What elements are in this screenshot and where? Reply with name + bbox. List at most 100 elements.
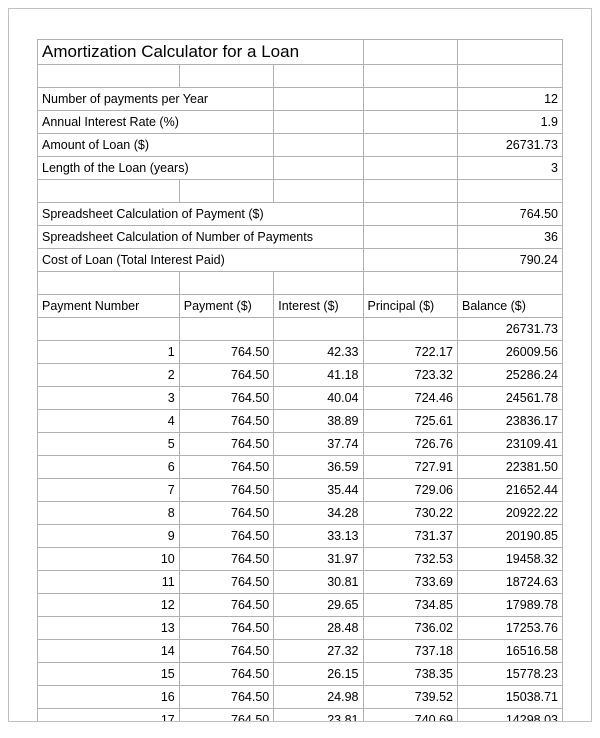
table-row: 5764.5037.74726.7623109.41: [38, 433, 563, 456]
blank-cell: [274, 134, 363, 157]
data-cell: 18724.63: [458, 571, 563, 594]
data-cell: 20190.85: [458, 525, 563, 548]
blank-cell: [363, 111, 458, 134]
data-cell: 764.50: [179, 617, 274, 640]
data-cell: 20922.22: [458, 502, 563, 525]
data-cell: 2: [38, 364, 180, 387]
data-cell: 17253.76: [458, 617, 563, 640]
title-row: Amortization Calculator for a Loan: [38, 40, 563, 65]
table-row: 10764.5031.97732.5319458.32: [38, 548, 563, 571]
data-cell: 740.69: [363, 709, 458, 723]
blank-cell: [179, 65, 274, 88]
data-cell: 764.50: [179, 525, 274, 548]
data-cell: 19458.32: [458, 548, 563, 571]
data-cell: 21652.44: [458, 479, 563, 502]
input-row: Annual Interest Rate (%) 1.9: [38, 111, 563, 134]
data-cell: 764.50: [179, 640, 274, 663]
data-cell: 28.48: [274, 617, 363, 640]
data-cell: 733.69: [363, 571, 458, 594]
data-cell: 6: [38, 456, 180, 479]
data-cell: 764.50: [179, 709, 274, 723]
initial-balance-row: 26731.73: [38, 318, 563, 341]
header-cell: Payment ($): [179, 295, 274, 318]
data-cell: 738.35: [363, 663, 458, 686]
value-cell: 12: [458, 88, 563, 111]
data-cell: 739.52: [363, 686, 458, 709]
data-cell: 764.50: [179, 594, 274, 617]
data-cell: 14: [38, 640, 180, 663]
blank-cell: [363, 65, 458, 88]
data-cell: 35.44: [274, 479, 363, 502]
table-row: 12764.5029.65734.8517989.78: [38, 594, 563, 617]
data-cell: 26.15: [274, 663, 363, 686]
table-row: 14764.5027.32737.1816516.58: [38, 640, 563, 663]
data-cell: 5: [38, 433, 180, 456]
data-cell: 41.18: [274, 364, 363, 387]
data-cell: 15778.23: [458, 663, 563, 686]
data-cell: 724.46: [363, 387, 458, 410]
value-cell: 36: [458, 226, 563, 249]
data-cell: 764.50: [179, 433, 274, 456]
blank-cell: [363, 134, 458, 157]
calc-row: Spreadsheet Calculation of Number of Pay…: [38, 226, 563, 249]
header-cell: Interest ($): [274, 295, 363, 318]
table-row: 16764.5024.98739.5215038.71: [38, 686, 563, 709]
data-cell: 725.61: [363, 410, 458, 433]
value-cell: 26731.73: [458, 134, 563, 157]
table-row: 3764.5040.04724.4624561.78: [38, 387, 563, 410]
data-cell: 34.28: [274, 502, 363, 525]
data-cell: 1: [38, 341, 180, 364]
value-cell: 26731.73: [458, 318, 563, 341]
spacer-row: [38, 65, 563, 88]
data-cell: 30.81: [274, 571, 363, 594]
label-cell: Cost of Loan (Total Interest Paid): [38, 249, 364, 272]
data-cell: 764.50: [179, 479, 274, 502]
data-cell: 723.32: [363, 364, 458, 387]
data-cell: 22381.50: [458, 456, 563, 479]
blank-cell: [363, 203, 458, 226]
header-cell: Balance ($): [458, 295, 563, 318]
blank-cell: [363, 157, 458, 180]
data-cell: 29.65: [274, 594, 363, 617]
table-row: 17764.5023.81740.6914298.03: [38, 709, 563, 723]
data-cell: 10: [38, 548, 180, 571]
data-cell: 8: [38, 502, 180, 525]
data-cell: 729.06: [363, 479, 458, 502]
data-cell: 764.50: [179, 387, 274, 410]
table-row: 2764.5041.18723.3225286.24: [38, 364, 563, 387]
blank-cell: [274, 272, 363, 295]
value-cell: 1.9: [458, 111, 563, 134]
data-cell: 42.33: [274, 341, 363, 364]
blank-cell: [274, 157, 363, 180]
data-cell: 726.76: [363, 433, 458, 456]
header-row: Payment Number Payment ($) Interest ($) …: [38, 295, 563, 318]
data-cell: 26009.56: [458, 341, 563, 364]
data-cell: 24.98: [274, 686, 363, 709]
blank-cell: [274, 318, 363, 341]
table-row: 6764.5036.59727.9122381.50: [38, 456, 563, 479]
blank-cell: [363, 88, 458, 111]
data-cell: 13: [38, 617, 180, 640]
blank-cell: [458, 272, 563, 295]
blank-cell: [38, 65, 180, 88]
data-cell: 23109.41: [458, 433, 563, 456]
value-cell: 790.24: [458, 249, 563, 272]
input-row: Amount of Loan ($) 26731.73: [38, 134, 563, 157]
data-cell: 737.18: [363, 640, 458, 663]
blank-cell: [38, 272, 180, 295]
data-cell: 9: [38, 525, 180, 548]
data-cell: 36.59: [274, 456, 363, 479]
spreadsheet-page: Amortization Calculator for a Loan Numbe…: [8, 8, 592, 722]
data-cell: 4: [38, 410, 180, 433]
label-cell: Number of payments per Year: [38, 88, 274, 111]
data-cell: 722.17: [363, 341, 458, 364]
spacer-row: [38, 272, 563, 295]
data-cell: 11: [38, 571, 180, 594]
blank-cell: [363, 180, 458, 203]
header-cell: Principal ($): [363, 295, 458, 318]
blank-cell: [274, 180, 363, 203]
blank-cell: [274, 111, 363, 134]
data-cell: 764.50: [179, 502, 274, 525]
label-cell: Spreadsheet Calculation of Number of Pay…: [38, 226, 364, 249]
data-cell: 25286.24: [458, 364, 563, 387]
